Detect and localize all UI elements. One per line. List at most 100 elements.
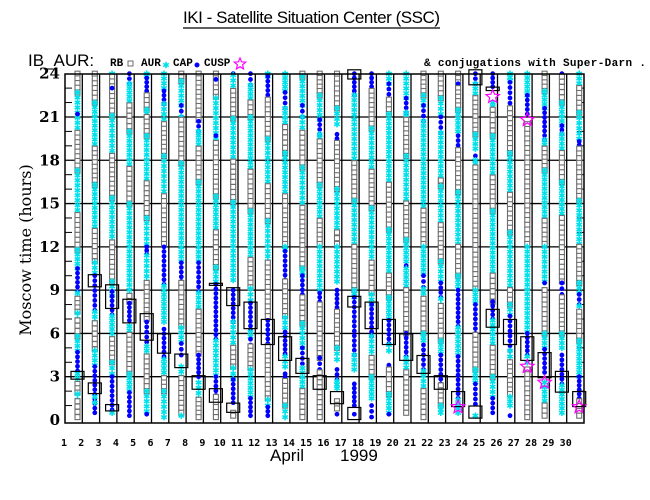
rb-marker — [385, 376, 392, 383]
asterisk-stroke — [247, 292, 254, 297]
cap-marker — [126, 404, 132, 409]
rb-marker — [472, 227, 479, 234]
asterisk-stroke — [108, 279, 116, 284]
asterisk-stroke — [247, 87, 254, 92]
asterisk-stroke — [247, 380, 254, 386]
cap-marker — [213, 332, 219, 338]
cap-marker — [92, 302, 98, 308]
asterisk-stroke — [126, 161, 133, 167]
asterisk-stroke — [230, 238, 237, 244]
asterisk-stroke — [195, 380, 202, 385]
conjugation-box — [312, 375, 327, 390]
asterisk-stroke — [91, 132, 98, 138]
asterisk-stroke — [195, 129, 202, 134]
asterisk-stroke — [160, 361, 168, 367]
rb-marker — [472, 351, 479, 358]
rb-marker — [247, 104, 254, 111]
asterisk-stroke — [247, 155, 254, 161]
rb-marker — [264, 279, 271, 286]
asterisk-stroke — [247, 245, 254, 250]
asterisk-stroke — [178, 93, 185, 98]
asterisk-stroke — [333, 210, 341, 216]
asterisk-stroke — [126, 282, 133, 288]
cap-marker — [334, 372, 340, 377]
asterisk-stroke — [264, 164, 271, 170]
cap-marker — [455, 310, 461, 316]
cap-marker — [196, 118, 202, 124]
asterisk-stroke — [160, 388, 168, 394]
rb-marker — [178, 131, 185, 138]
rb-marker — [420, 403, 427, 410]
cap-marker — [144, 324, 150, 330]
aur-marker — [74, 390, 81, 398]
asterisk-stroke — [333, 106, 341, 111]
asterisk-stroke — [178, 193, 185, 199]
asterisk-stroke — [299, 325, 306, 331]
rb-marker — [126, 180, 133, 187]
cap-marker — [126, 408, 132, 414]
legend-cusp-label: CUSP — [204, 58, 231, 70]
cap-marker — [265, 318, 271, 323]
asterisk-stroke — [316, 112, 323, 118]
rb-marker — [506, 135, 514, 142]
asterisk-stroke — [230, 263, 237, 268]
rb-marker — [385, 101, 392, 108]
day-column — [260, 70, 275, 419]
asterisk-stroke — [178, 98, 185, 103]
rb-marker — [143, 195, 150, 202]
cap-marker — [490, 410, 496, 416]
cap-marker — [213, 388, 219, 394]
asterisk-stroke — [264, 174, 271, 180]
asterisk-stroke — [299, 79, 306, 84]
cap-marker — [317, 361, 323, 367]
rb-marker — [472, 356, 479, 363]
asterisk-stroke — [160, 183, 168, 189]
rb-marker — [368, 264, 375, 271]
asterisk-stroke — [162, 62, 170, 68]
rb-marker — [299, 139, 306, 146]
rb-marker — [212, 169, 219, 176]
asterisk-stroke — [143, 348, 150, 354]
asterisk-stroke — [195, 198, 202, 203]
asterisk-stroke — [230, 140, 237, 145]
conjugation-box — [226, 402, 241, 413]
day-column — [139, 70, 154, 417]
asterisk-stroke — [264, 243, 271, 249]
cap-marker — [421, 357, 426, 363]
asterisk-stroke — [247, 160, 254, 165]
rb-marker — [247, 183, 254, 190]
cap-marker — [230, 296, 236, 302]
rb-marker — [351, 267, 358, 274]
asterisk-stroke — [126, 85, 133, 91]
rb-marker — [385, 206, 392, 213]
cap-marker — [230, 377, 236, 382]
asterisk-stroke — [126, 152, 133, 158]
asterisk-stroke — [178, 325, 185, 330]
rb-marker — [316, 172, 323, 179]
asterisk-stroke — [178, 230, 185, 236]
asterisk-stroke — [160, 168, 168, 174]
cap-marker — [126, 413, 132, 419]
rb-marker — [437, 382, 444, 389]
rb-marker — [299, 129, 306, 136]
asterisk-stroke — [195, 226, 202, 231]
cap-marker — [421, 342, 426, 348]
cap-marker — [126, 300, 132, 306]
rb-marker — [264, 96, 271, 103]
cap-marker — [455, 287, 461, 293]
asterisk-stroke — [351, 203, 358, 208]
cap-marker — [351, 79, 357, 85]
asterisk-stroke — [299, 170, 306, 175]
asterisk-stroke — [126, 323, 133, 329]
asterisk-stroke — [91, 200, 98, 206]
rb-marker — [282, 139, 289, 146]
cap-marker — [196, 365, 202, 371]
rb-marker — [126, 356, 133, 363]
rb-marker — [247, 178, 254, 185]
rb-marker — [316, 389, 323, 396]
asterisk-stroke — [74, 120, 81, 126]
cap-marker — [421, 103, 426, 108]
asterisk-stroke — [230, 267, 237, 273]
cap-marker — [248, 395, 253, 401]
asterisk-stroke — [178, 170, 185, 175]
